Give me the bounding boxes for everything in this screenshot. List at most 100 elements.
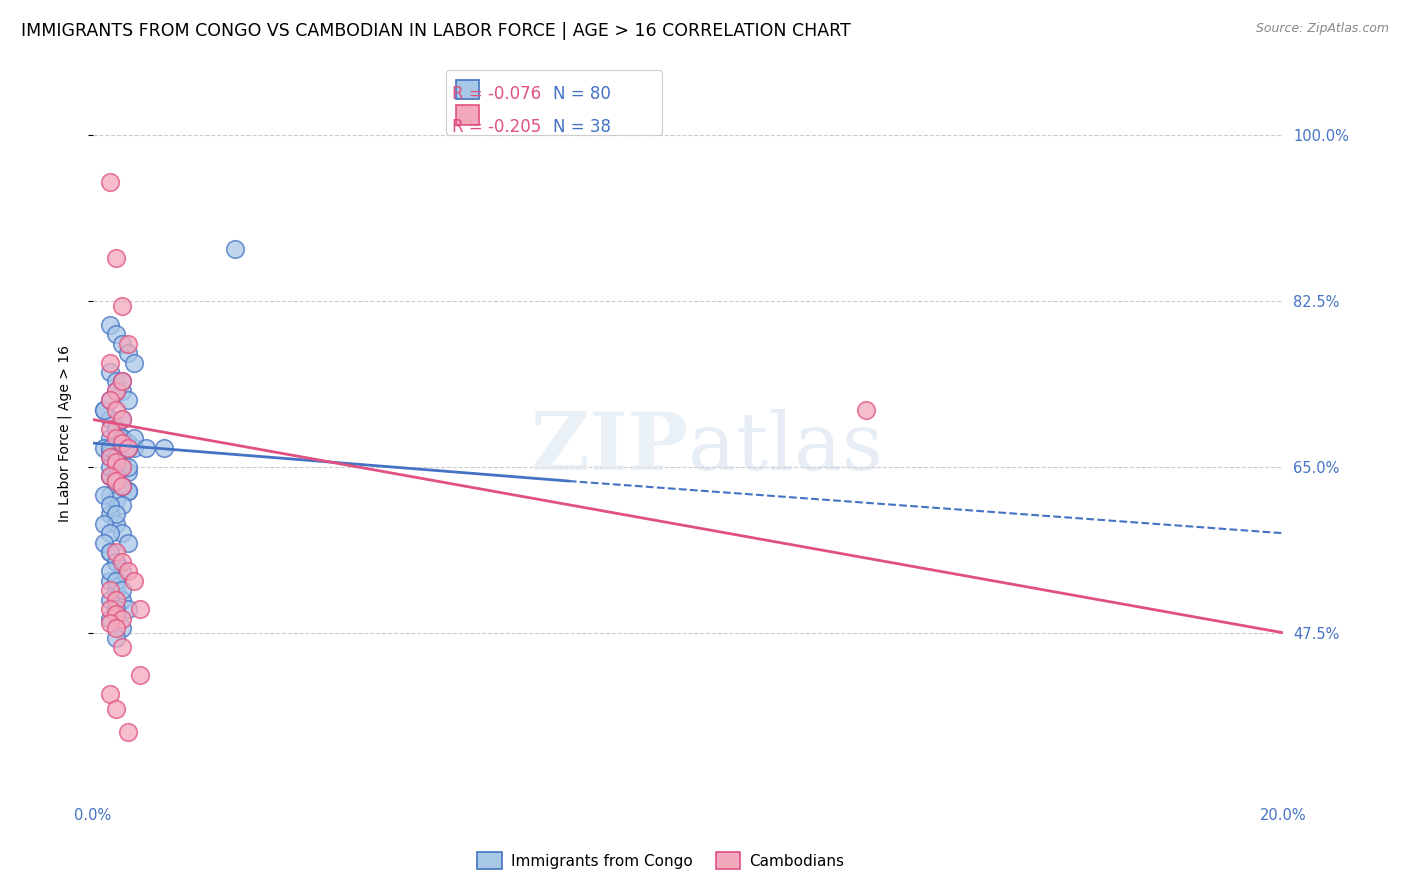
Point [100,318,122,332]
Legend: R = -0.076   N = 80, R = -0.205   N = 38: R = -0.076 N = 80, R = -0.205 N = 38 [446,70,662,135]
Point [100,469,122,483]
Point [111,479,134,493]
Point [105,469,128,483]
Point [100,412,122,426]
Point [105,384,128,398]
Point [105,431,128,445]
Point [105,701,128,715]
Point [105,403,128,417]
Point [111,375,134,389]
Point [100,602,122,616]
Text: R = -0.205: R = -0.205 [453,118,541,136]
Point [111,555,134,569]
Point [111,436,134,450]
Point [100,469,122,483]
Point [100,526,122,541]
Point [111,431,134,445]
Point [93,535,115,549]
Point [105,422,128,436]
Point [105,455,128,469]
Text: R = -0.076: R = -0.076 [453,85,541,103]
Point [105,545,128,559]
Point [93,516,115,531]
Point [105,251,128,265]
Text: N = 38: N = 38 [554,118,612,136]
Point [105,621,128,635]
Point [111,412,134,426]
Point [105,474,128,488]
Point [111,526,134,541]
Point [135,441,157,455]
Point [100,393,122,408]
Point [100,441,122,455]
Point [100,450,122,465]
Point [105,384,128,398]
Point [105,583,128,598]
Point [100,545,122,559]
Point [93,441,115,455]
Point [93,488,115,502]
Point [117,441,139,455]
Point [117,346,139,360]
Point [100,459,122,474]
Point [224,242,246,256]
Point [117,436,139,450]
Point [100,545,122,559]
Point [100,564,122,578]
Point [105,450,128,465]
Text: ZIP: ZIP [531,409,688,487]
Point [105,607,128,621]
Point [117,336,139,351]
Point [100,592,122,607]
Point [100,583,122,598]
Point [129,602,152,616]
Point [111,455,134,469]
Point [93,403,115,417]
Point [111,299,134,313]
Text: atlas: atlas [688,409,883,487]
Point [100,498,122,512]
Point [111,479,134,493]
Legend: Immigrants from Congo, Cambodians: Immigrants from Congo, Cambodians [471,846,851,875]
Point [111,336,134,351]
Point [117,465,139,479]
Point [111,621,134,635]
Point [117,564,139,578]
Point [111,611,134,625]
Point [111,375,134,389]
Point [122,355,145,369]
Point [105,592,128,607]
Point [100,469,122,483]
Point [100,393,122,408]
Point [105,375,128,389]
Point [117,393,139,408]
Point [111,592,134,607]
Point [100,175,122,189]
Point [105,631,128,645]
Point [117,602,139,616]
Point [129,668,152,682]
Point [105,555,128,569]
Point [100,450,122,465]
Point [100,611,122,625]
Point [117,483,139,498]
Point [111,431,134,445]
Point [111,640,134,654]
Text: IMMIGRANTS FROM CONGO VS CAMBODIAN IN LABOR FORCE | AGE > 16 CORRELATION CHART: IMMIGRANTS FROM CONGO VS CAMBODIAN IN LA… [21,22,851,40]
Point [105,455,128,469]
Point [111,498,134,512]
Point [100,616,122,631]
Point [105,474,128,488]
Y-axis label: In Labor Force | Age > 16: In Labor Force | Age > 16 [58,345,72,522]
Point [105,422,128,436]
Point [100,431,122,445]
Point [117,535,139,549]
Point [105,602,128,616]
Point [100,508,122,522]
Point [122,431,145,445]
Point [111,564,134,578]
Point [111,479,134,493]
Point [122,574,145,588]
Point [111,384,134,398]
Point [105,508,128,522]
